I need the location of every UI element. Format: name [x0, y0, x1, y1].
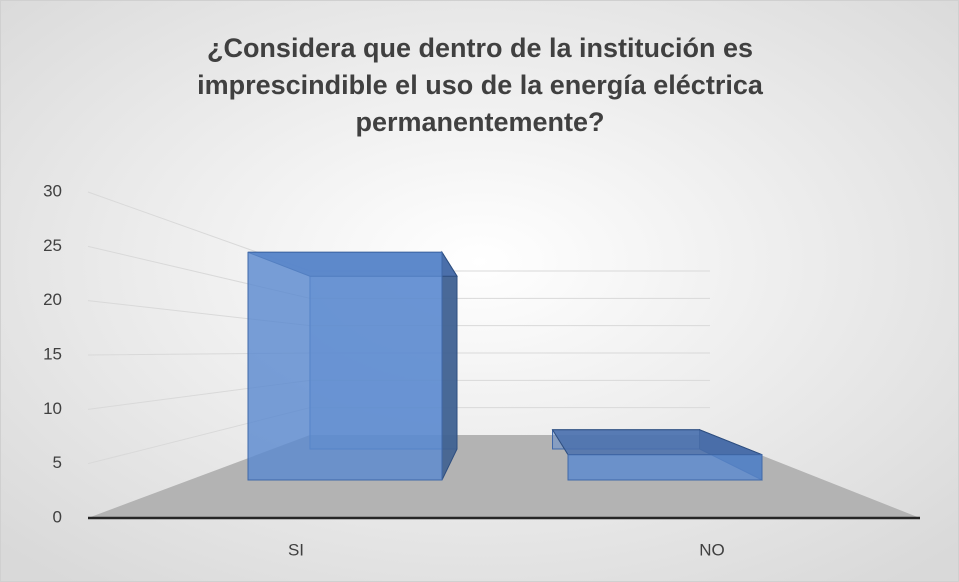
x-tick-label: NO — [699, 540, 725, 559]
x-tick-label: SI — [288, 540, 304, 559]
y-tick-label: 25 — [43, 236, 62, 255]
y-tick-label: 15 — [43, 344, 62, 363]
y-tick-label: 10 — [43, 399, 62, 418]
y-tick-label: 5 — [53, 453, 62, 472]
y-tick-label: 30 — [43, 181, 62, 200]
y-tick-label: 0 — [53, 507, 62, 526]
bar — [567, 454, 763, 481]
y-tick-label: 20 — [43, 290, 62, 309]
bar — [247, 251, 443, 481]
bar-side — [441, 250, 458, 481]
chart-title: ¿Considera que dentro de la institución … — [197, 33, 763, 137]
